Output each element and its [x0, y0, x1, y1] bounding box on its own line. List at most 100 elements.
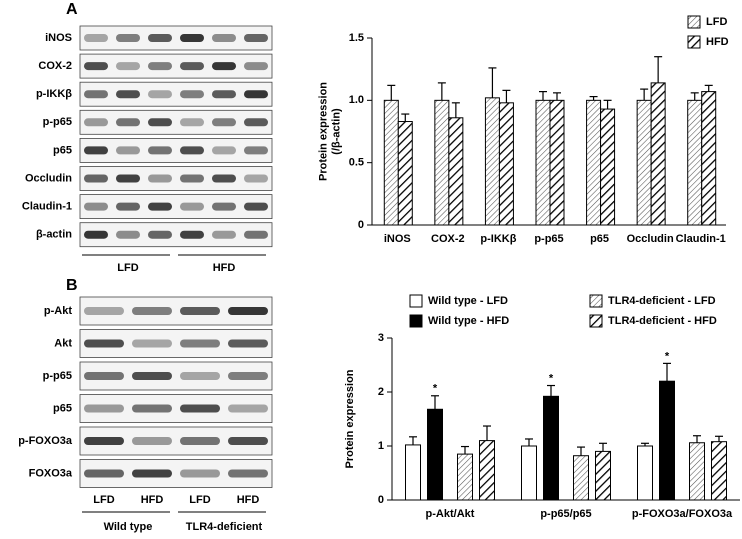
blot-band [116, 230, 140, 239]
panel-label: B [66, 277, 78, 294]
blot-row-label: p-FOXO3a [18, 435, 73, 447]
x-tick-label: p-p65/p65 [540, 508, 591, 520]
bar [383, 99, 399, 226]
blot-band [132, 307, 172, 315]
blot-band [228, 372, 268, 380]
bar [595, 450, 611, 501]
blot-band [84, 118, 108, 127]
lane-label: LFD [93, 494, 114, 506]
x-tick-label: p-IKKβ [480, 233, 516, 245]
blot-band [180, 339, 220, 348]
blot-band [116, 202, 140, 211]
blot-band [116, 34, 140, 42]
y-tick-label: 1.0 [349, 94, 364, 106]
panel-label: A [66, 1, 78, 18]
blot-band [84, 339, 124, 348]
blot-band [180, 34, 204, 42]
blot-frame [79, 166, 273, 191]
bar [405, 444, 421, 501]
blot-band [180, 202, 204, 211]
blot-band [148, 230, 172, 239]
blot-row-label: p-IKKβ [36, 88, 72, 100]
blot-row-label: β-actin [36, 229, 72, 241]
blot-band [148, 146, 172, 155]
y-tick-label: 1 [378, 440, 384, 452]
significance-mark: * [549, 372, 554, 384]
blot-frame [79, 25, 273, 51]
blot-band [84, 437, 124, 445]
legend-swatch [589, 314, 603, 328]
bar [637, 445, 653, 501]
blot-band [228, 307, 268, 315]
blot-band [228, 437, 268, 445]
blot-band [244, 202, 268, 211]
group-label: HFD [213, 262, 236, 274]
blot-band [212, 118, 236, 127]
bar [434, 99, 450, 226]
blot-frame [79, 394, 273, 423]
group-label: LFD [117, 262, 138, 274]
x-tick-label: Occludin [627, 233, 674, 245]
y-tick-label: 1.5 [349, 32, 364, 44]
blot-band [84, 230, 108, 239]
blot-band [116, 62, 140, 71]
blot-band [212, 174, 236, 183]
blot-row-label: Occludin [25, 172, 72, 184]
legend-swatch [409, 294, 423, 308]
blot-band [148, 174, 172, 183]
blot-band [84, 372, 124, 380]
bar [689, 442, 705, 501]
lane-label: HFD [141, 494, 164, 506]
blot-band [132, 372, 172, 380]
blot-band [180, 230, 204, 239]
bar [484, 97, 500, 226]
x-tick-label: p-p65 [534, 233, 563, 245]
blot-band [84, 404, 124, 413]
blot-band [116, 118, 140, 127]
blot-band [84, 307, 124, 315]
lane-label: LFD [189, 494, 210, 506]
legend-swatch [589, 294, 603, 308]
bar [659, 380, 675, 501]
blot-row-label: p-Akt [44, 305, 72, 317]
bar [711, 441, 727, 501]
blot-band [180, 62, 204, 71]
blot-band [180, 437, 220, 445]
group-label: TLR4-deficient [186, 521, 263, 533]
legend-label: Wild type - LFD [428, 295, 508, 307]
blot-row-label: FOXO3a [29, 467, 73, 479]
blot-row-label: p-p65 [43, 370, 72, 382]
legend-label: LFD [706, 16, 727, 28]
blot-band [212, 202, 236, 211]
blot-row-label: p65 [53, 402, 72, 414]
bar [535, 99, 551, 226]
blot-frame [79, 109, 273, 135]
group-label: Wild type [104, 521, 153, 533]
blot-band [148, 90, 172, 99]
blot-band [180, 118, 204, 127]
blot-band [180, 146, 204, 155]
y-tick-label: 0 [378, 494, 384, 506]
blot-frame [79, 81, 273, 107]
blot-band [148, 34, 172, 42]
bar [457, 453, 473, 501]
blot-band [244, 34, 268, 42]
x-tick-label: p-Akt/Akt [426, 508, 475, 520]
blot-row-label: p-p65 [43, 116, 72, 128]
bar [397, 121, 413, 226]
blot-band [180, 372, 220, 380]
y-tick-label: 3 [378, 332, 384, 344]
blot-band [148, 62, 172, 71]
blot-band [244, 118, 268, 127]
blot-band [180, 90, 204, 99]
blot-band [180, 174, 204, 183]
bar [687, 99, 703, 226]
blot-band [180, 469, 220, 478]
legend-label: TLR4-deficient - HFD [608, 315, 717, 327]
blot-band [84, 202, 108, 211]
blot-frame [79, 53, 273, 79]
bar [600, 108, 616, 226]
blot-row-label: Claudin-1 [22, 201, 72, 213]
blot-band [212, 146, 236, 155]
